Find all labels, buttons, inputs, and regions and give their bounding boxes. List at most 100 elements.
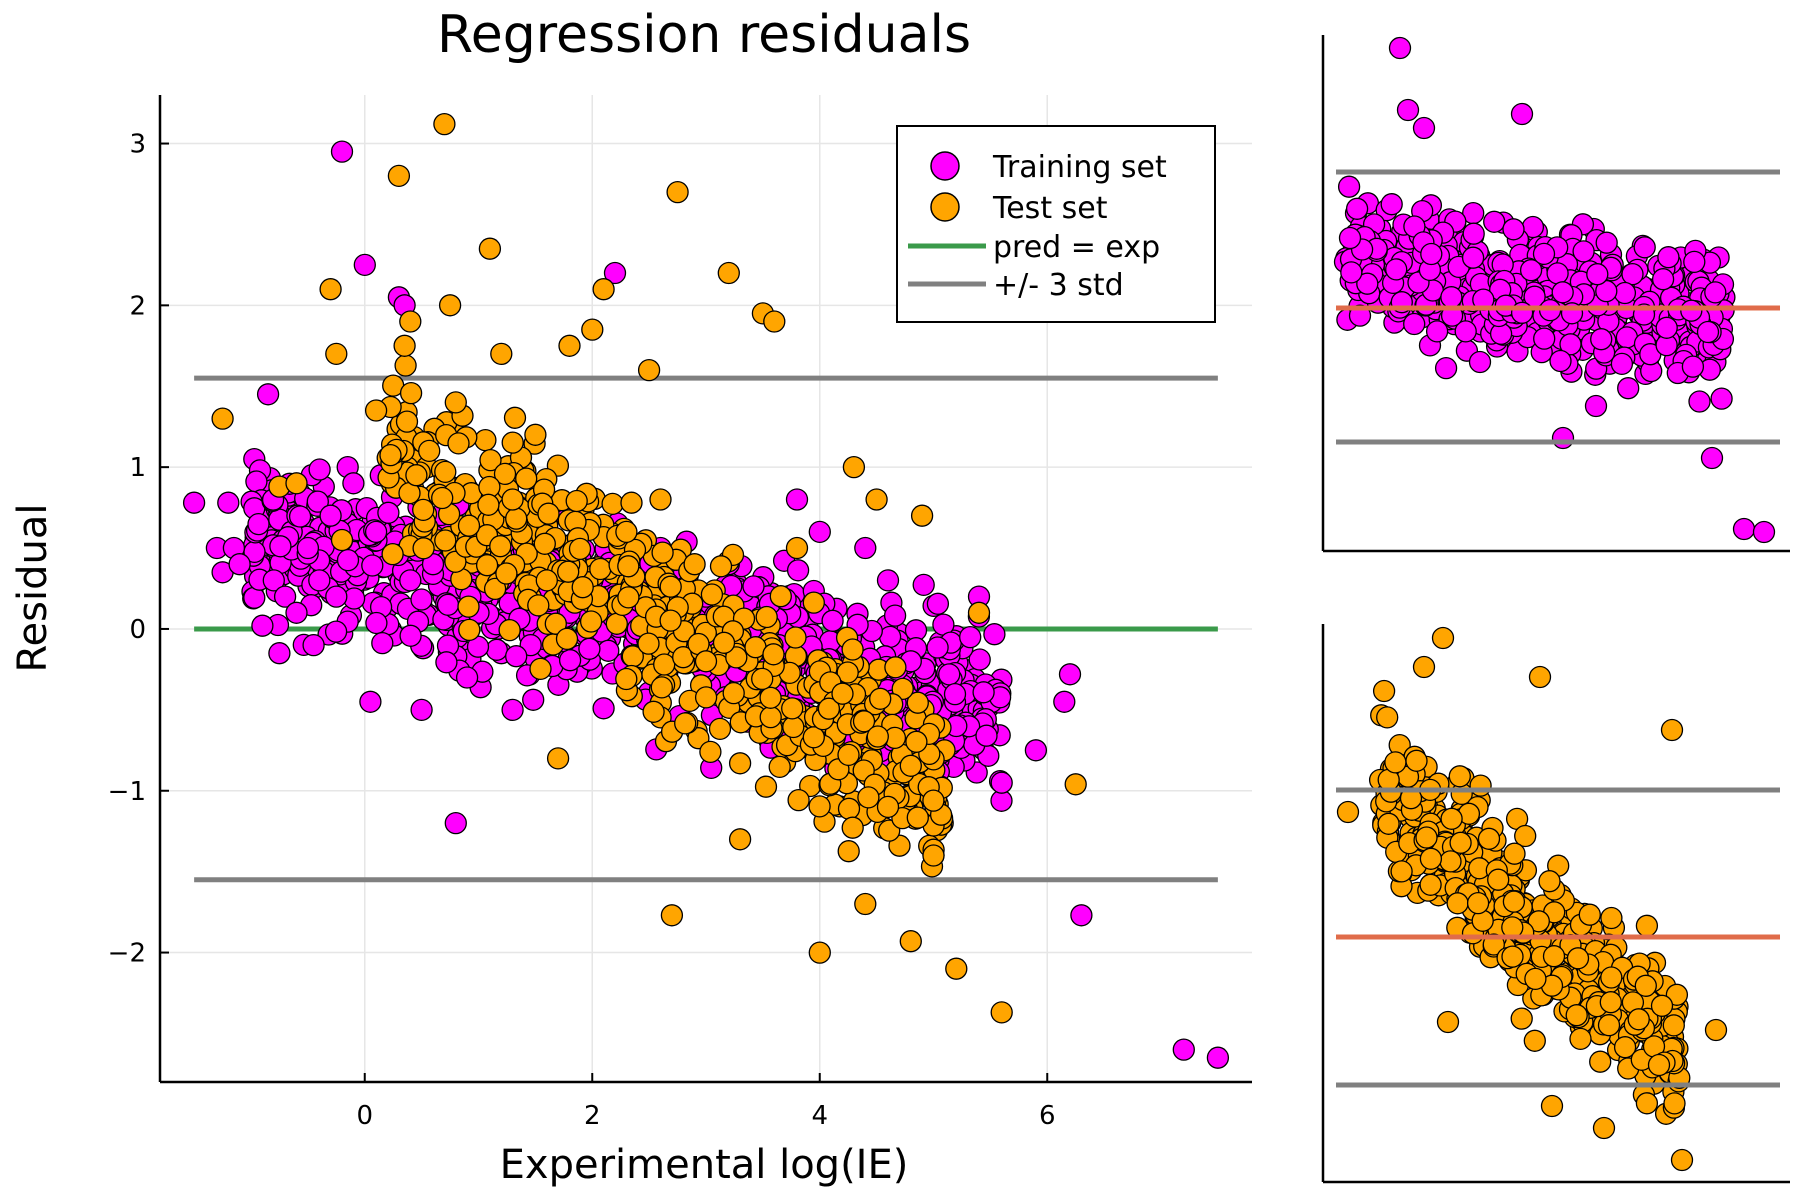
inset-training-point [1584,394,1608,418]
test-point [544,612,567,635]
test-point [905,730,928,753]
inset-test-point [1449,831,1472,854]
test-point [457,595,480,618]
test-point [852,710,876,733]
training-point [485,638,508,661]
inset-test-point [1613,1036,1637,1059]
test-point [922,844,945,867]
inset-test-point [1565,1004,1588,1027]
training-point [268,642,291,665]
inset-test-point [1597,1014,1621,1037]
training-point [926,636,949,659]
inset-test-point [1487,868,1510,891]
inset-training-point [1510,102,1534,126]
test-point [479,448,502,472]
training-point [245,470,268,493]
training-point [330,140,354,163]
test-point [660,904,684,927]
training-point [975,724,998,747]
test-point [394,354,417,377]
inset-test-point [1384,751,1407,774]
test-point [708,717,732,741]
test-point [444,391,467,414]
inset-test-point [1376,706,1399,729]
test-point [876,795,900,819]
inset-test-point [1542,945,1566,968]
inset-training-point [1572,240,1595,263]
inset-training-point [1549,349,1572,373]
inset-training-point [1590,328,1613,351]
legend-label-pred: pred = exp [993,230,1160,265]
x-ticks: 0 2 4 6 [356,1073,1056,1131]
y-axis-label: Residual [10,504,56,673]
training-point [990,771,1013,794]
inset-test-point [1510,1007,1533,1030]
inset-test-point [1627,1008,1650,1031]
test-point [571,576,594,599]
test-point [787,788,810,812]
test-point [558,334,581,357]
test-point [592,278,615,301]
training-point [821,609,844,632]
inset-test-point [1440,807,1463,830]
test-point [524,423,547,446]
test-point [857,786,880,809]
inset-training-point [1688,390,1711,413]
test-point [865,488,888,511]
inset-training-point [1502,218,1525,241]
test-point [412,498,435,522]
test-point [922,789,945,812]
test-point [285,472,308,495]
test-point [498,618,521,642]
inset-training-point [1655,316,1678,339]
training-point [262,569,285,592]
legend-label-std: +/- 3 std [993,268,1124,303]
training-point [742,575,765,598]
training-point [296,536,320,560]
inset-training-point [1385,258,1408,281]
test-point [754,775,778,798]
test-point [489,535,512,558]
test-point [967,601,991,624]
training-point [912,573,935,597]
legend-marker-test [930,192,960,222]
training-point [361,554,384,577]
test-point [649,488,672,511]
training-point [983,623,1006,646]
inset-test-point [1647,1053,1671,1077]
test-point [694,650,718,673]
inset-test-point [1566,947,1590,970]
inset-test-point [1502,890,1526,913]
test-point [527,594,550,617]
test-point [884,656,907,679]
test-point [620,491,643,514]
inset-test-point [1592,1116,1616,1140]
test-point [910,504,934,527]
inset-test-point [1377,812,1400,835]
test-point [405,464,428,487]
training-point [359,690,382,713]
legend-label-test: Test set [992,191,1108,226]
training-point [1058,663,1082,686]
test-point [387,164,411,188]
legend: Training set Test set pred = exp +/- 3 s… [896,125,1216,323]
y-tick-label: 0 [129,615,146,645]
training-point [251,614,274,637]
inset-training-point [1396,98,1420,122]
test-point [759,686,782,709]
training-point [288,505,312,528]
inset-test-point [1431,626,1455,650]
training-point [522,688,545,711]
test-point [674,712,697,735]
test-point [395,410,419,433]
test-point [438,294,462,317]
inset-test-point [1670,1148,1694,1172]
inset-test-point [1589,1050,1612,1073]
inset-training-point [1752,520,1776,544]
y-tick-label: 2 [129,291,146,321]
inset-training-point [1633,236,1656,259]
test-point [751,667,774,691]
training-point [435,651,458,674]
test-point [503,406,527,429]
test-point [728,828,752,851]
